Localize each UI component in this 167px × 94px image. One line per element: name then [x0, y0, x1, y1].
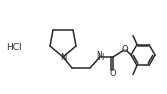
- Text: N: N: [96, 52, 102, 61]
- Text: H: H: [97, 53, 103, 61]
- Text: O: O: [110, 69, 116, 78]
- Text: N: N: [60, 53, 66, 61]
- Text: O: O: [122, 45, 128, 55]
- Text: HCl: HCl: [6, 42, 22, 52]
